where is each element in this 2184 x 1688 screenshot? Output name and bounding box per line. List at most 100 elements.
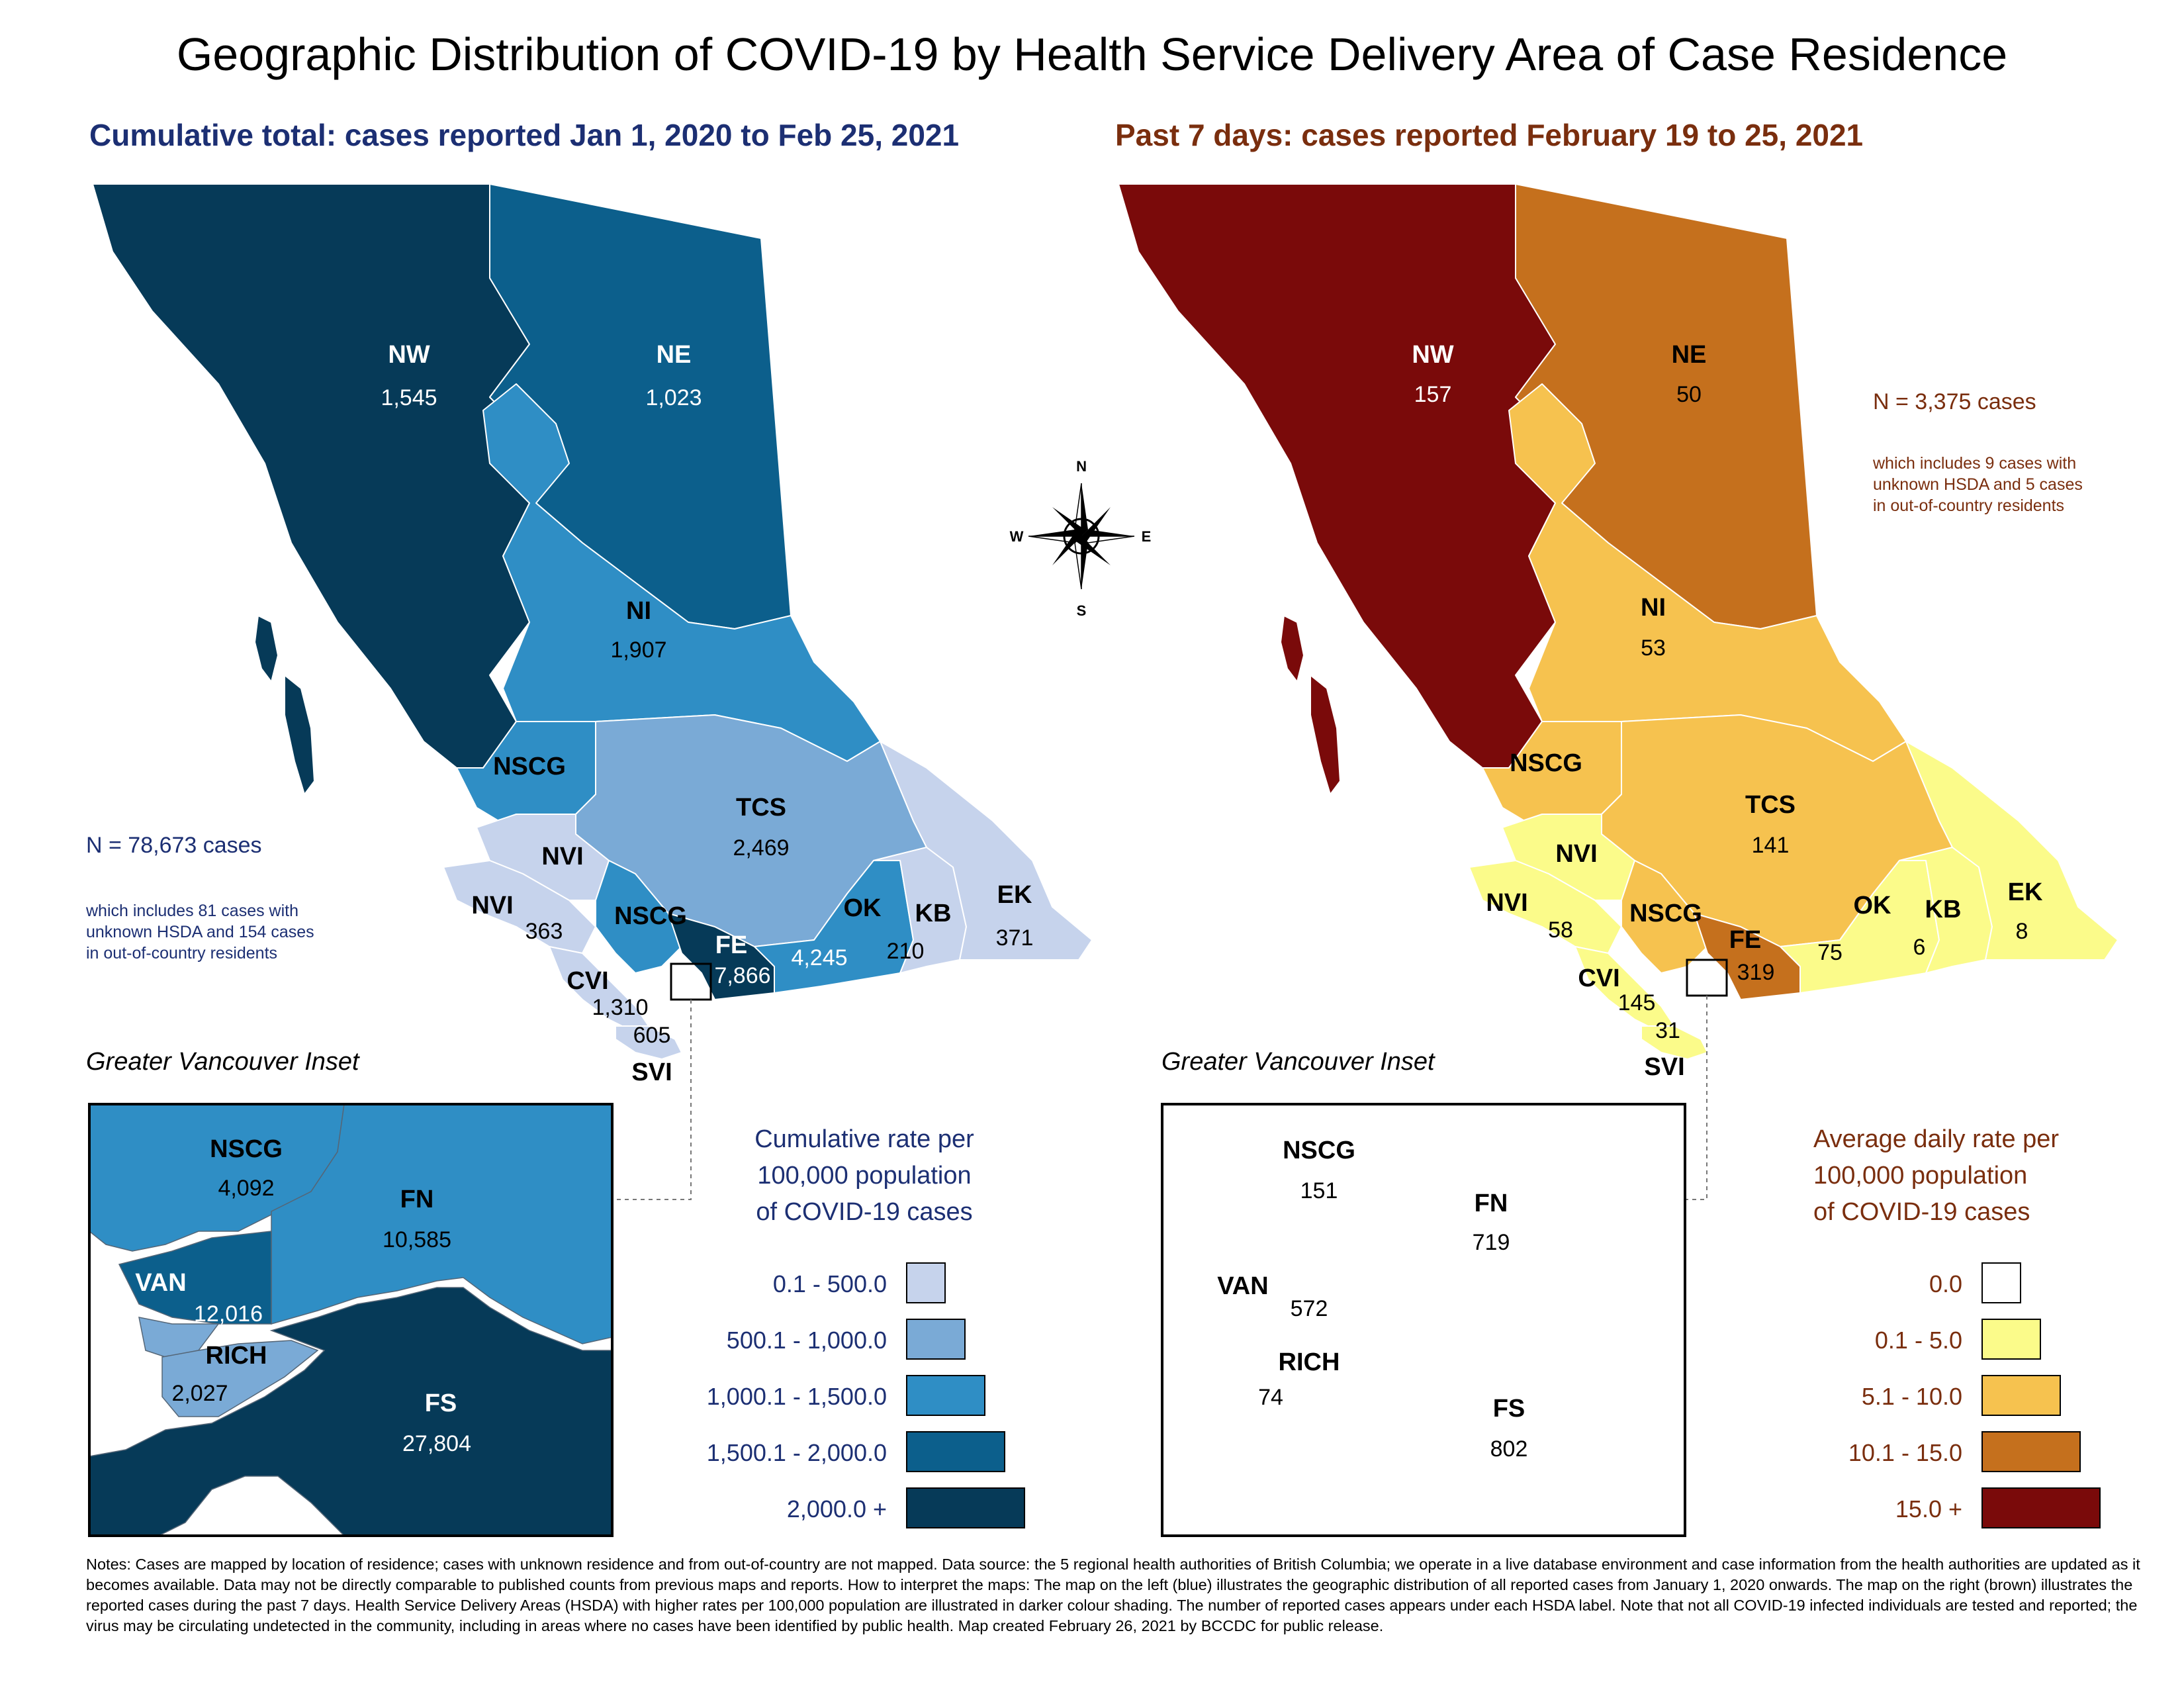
label-tcs-right: TCS bbox=[1745, 791, 1796, 819]
region-nw-right bbox=[1118, 183, 1582, 769]
left-n-note-3: in out-of-country residents bbox=[86, 944, 277, 962]
inset-fs-right bbox=[1162, 1288, 1685, 1536]
label-kb: KB bbox=[915, 900, 952, 927]
label-nw-right: NW bbox=[1412, 341, 1453, 369]
right-legend-label-4: 10.1 - 15.0 bbox=[1848, 1439, 1962, 1466]
value-svi: 605 bbox=[633, 1023, 671, 1048]
region-nw bbox=[92, 183, 557, 769]
inset-nscg-right bbox=[1162, 1104, 1417, 1251]
left-map-subtitle: Cumulative total: cases reported Jan 1, … bbox=[89, 118, 959, 152]
right-legend-label-5: 15.0 + bbox=[1895, 1495, 1962, 1523]
label-kb-right: KB bbox=[1925, 896, 1962, 923]
label-nscg-south-right: NSCG bbox=[1629, 900, 1702, 927]
right-legend-label-2: 0.1 - 5.0 bbox=[1875, 1327, 1962, 1354]
right-legend-swatch-1 bbox=[1981, 1262, 2021, 1303]
left-legend-swatch-5 bbox=[906, 1487, 1025, 1528]
value-svi-right: 31 bbox=[1655, 1018, 1680, 1043]
label-ne-right: NE bbox=[1672, 341, 1707, 369]
inset-value-van: 12,016 bbox=[194, 1301, 263, 1327]
left-legend: Cumulative rate per 100,000 population o… bbox=[707, 1125, 1025, 1528]
region-nscg-south bbox=[595, 860, 682, 974]
left-map-labels: NW 1,545 NE 1,023 bbox=[381, 341, 702, 410]
region-ek bbox=[880, 741, 1093, 961]
right-map-subtitle: Past 7 days: cases reported February 19 … bbox=[1115, 118, 1863, 152]
label-ni-right: NI bbox=[1641, 594, 1666, 622]
value-ne: 1,023 bbox=[645, 385, 702, 410]
right-inset-title: Greater Vancouver Inset bbox=[1161, 1048, 1435, 1076]
inset-label-fs-right: FS bbox=[1493, 1395, 1525, 1423]
left-legend-title-3: of COVID-19 cases bbox=[756, 1198, 972, 1226]
left-n-note-2: unknown HSDA and 154 cases bbox=[86, 923, 314, 941]
notes-text: Notes: Cases are mapped by location of r… bbox=[86, 1556, 2140, 1634]
inset-label-rich: RICH bbox=[206, 1342, 267, 1370]
left-n-label: N = 78,673 cases bbox=[86, 833, 262, 858]
left-legend-label-1: 0.1 - 500.0 bbox=[773, 1270, 887, 1297]
left-map-labels-dark: NI 1,907 NSCG TCS 2,469 NVI NVI 363 NSCG… bbox=[471, 597, 1033, 1086]
left-legend-label-5: 2,000.0 + bbox=[787, 1495, 887, 1523]
island-haida-gwaii-north-right bbox=[1280, 615, 1304, 682]
label-nw: NW bbox=[388, 341, 430, 369]
inset-label-nscg: NSCG bbox=[210, 1135, 283, 1163]
right-legend-title-2: 100,000 population bbox=[1813, 1162, 2027, 1190]
left-legend-label-4: 1,500.1 - 2,000.0 bbox=[707, 1439, 887, 1466]
compass-s: S bbox=[1077, 602, 1087, 619]
left-n-note-1: which includes 81 cases with bbox=[85, 902, 298, 920]
right-map bbox=[1118, 183, 2118, 1060]
value-nvi: 363 bbox=[525, 919, 563, 944]
inset-label-fs: FS bbox=[425, 1389, 457, 1417]
value-tcs-right: 141 bbox=[1752, 833, 1790, 858]
inset-rich bbox=[161, 1340, 319, 1417]
compass-rose: N S E W bbox=[1010, 458, 1152, 619]
left-legend-swatch-2 bbox=[906, 1319, 966, 1360]
right-legend-label-3: 5.1 - 10.0 bbox=[1862, 1383, 1962, 1410]
compass-w: W bbox=[1010, 528, 1024, 545]
inset-van bbox=[118, 1231, 272, 1325]
region-ni-right bbox=[1508, 383, 1907, 762]
inset-label-van-right: VAN bbox=[1217, 1272, 1268, 1300]
left-map bbox=[92, 183, 1093, 1060]
figure-title: Geographic Distribution of COVID-19 by H… bbox=[177, 28, 2007, 80]
left-legend-swatch-4 bbox=[906, 1431, 1005, 1472]
region-svi bbox=[615, 1025, 682, 1060]
inset-fs bbox=[89, 1287, 612, 1536]
inset-label-nscg-right: NSCG bbox=[1283, 1137, 1355, 1164]
left-legend-swatch-1 bbox=[906, 1262, 946, 1303]
right-n-label: N = 3,375 cases bbox=[1873, 389, 2036, 414]
label-nvi-upper: NVI bbox=[541, 843, 583, 870]
inset-value-fn-right: 719 bbox=[1473, 1230, 1510, 1255]
label-nscg-south: NSCG bbox=[614, 902, 687, 930]
inset-label-rich-right: RICH bbox=[1279, 1348, 1340, 1376]
right-n-note-1: which includes 9 cases with bbox=[1872, 454, 2076, 473]
right-legend-swatch-4 bbox=[1981, 1431, 2081, 1472]
inset-value-fn: 10,585 bbox=[383, 1227, 451, 1252]
label-cvi-right: CVI bbox=[1578, 964, 1619, 992]
left-legend-label-3: 1,000.1 - 1,500.0 bbox=[707, 1383, 887, 1410]
right-legend-swatch-2 bbox=[1981, 1319, 2041, 1360]
inset-fn-right bbox=[1344, 1104, 1685, 1344]
label-svi-right: SVI bbox=[1644, 1053, 1684, 1081]
right-map-labels-dark: NE 50 NI 53 NSCG TCS 141 NVI NVI 58 NSCG… bbox=[1486, 341, 2043, 1081]
compass-n: N bbox=[1076, 458, 1087, 475]
inset-value-nscg: 4,092 bbox=[218, 1176, 274, 1201]
island-haida-gwaii-south bbox=[284, 675, 315, 795]
right-n-note-3: in out-of-country residents bbox=[1873, 496, 2064, 515]
right-n-note-2: unknown HSDA and 5 cases bbox=[1873, 475, 2083, 494]
inset-value-rich: 2,027 bbox=[171, 1381, 228, 1406]
value-ni: 1,907 bbox=[610, 637, 666, 663]
label-tcs: TCS bbox=[736, 794, 786, 821]
compass-e: E bbox=[1142, 528, 1152, 545]
right-legend-label-1: 0.0 bbox=[1929, 1270, 1962, 1297]
value-kb: 210 bbox=[887, 939, 925, 964]
label-ek: EK bbox=[997, 881, 1032, 909]
left-inset-title: Greater Vancouver Inset bbox=[86, 1048, 360, 1076]
right-inset bbox=[1161, 1103, 1686, 1537]
label-nvi-upper-right: NVI bbox=[1555, 840, 1597, 868]
label-nscg-right: NSCG bbox=[1510, 749, 1582, 777]
inset-value-van-right: 572 bbox=[1291, 1296, 1328, 1321]
value-kb-right: 6 bbox=[1913, 935, 1926, 960]
right-legend: Average daily rate per 100,000 populatio… bbox=[1813, 1125, 2101, 1528]
inset-label-van: VAN bbox=[135, 1269, 186, 1297]
label-fe-right: FE bbox=[1729, 926, 1762, 954]
value-cvi: 1,310 bbox=[592, 995, 648, 1020]
